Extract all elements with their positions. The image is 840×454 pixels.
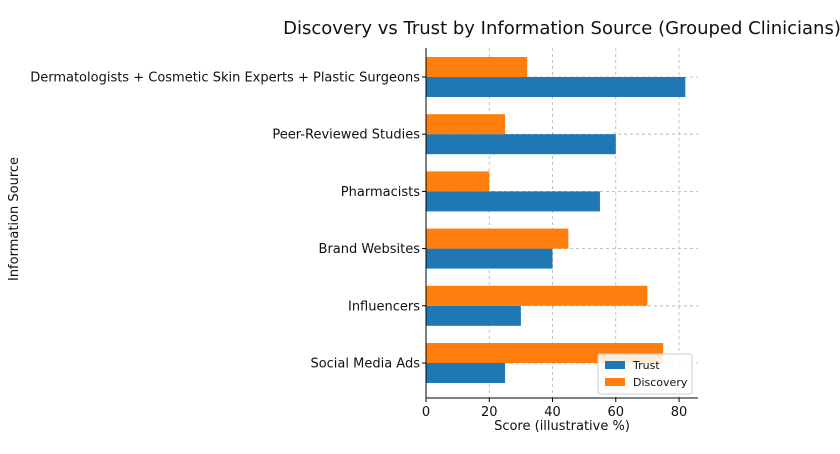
bar-trust (426, 134, 616, 155)
y-tick-label: Social Media Ads (310, 357, 420, 372)
x-tick-label: 80 (671, 405, 688, 420)
x-tick-label: 60 (607, 405, 624, 420)
y-tick-label: Brand Websites (319, 242, 421, 257)
bars (426, 57, 686, 383)
bar-trust (426, 363, 506, 383)
bar-discovery (426, 171, 490, 192)
x-axis-label: Score (illustrative %) (494, 419, 630, 434)
y-tick-label: Influencers (348, 299, 420, 314)
y-tick-label: Peer-Reviewed Studies (272, 128, 420, 143)
y-axis-label: Information Source (7, 157, 22, 281)
bar-trust (426, 248, 553, 269)
legend-label-discovery: Discovery (633, 376, 688, 389)
chart-title: Discovery vs Trust by Information Source… (283, 18, 840, 39)
bar-discovery (426, 285, 648, 306)
x-tick-label: 20 (481, 405, 498, 420)
x-tick-label: 40 (544, 405, 561, 420)
legend-label-trust: Trust (632, 359, 660, 372)
y-tick-label: Pharmacists (341, 185, 420, 200)
legend: Trust Discovery (597, 353, 693, 395)
ticks: 0 20 40 60 80 Dermatologists + Cosmetic Skin … (30, 71, 687, 421)
bar-discovery (426, 114, 506, 135)
bar-trust (426, 305, 521, 326)
axes (425, 48, 698, 399)
bar-discovery (426, 228, 569, 249)
y-tick-label: Dermatologists + Cosmetic Skin Experts +… (30, 71, 420, 86)
bar-discovery (426, 57, 528, 77)
bar-trust (426, 77, 686, 97)
x-tick-label: 0 (422, 405, 430, 420)
legend-swatch-discovery (605, 378, 625, 386)
legend-swatch-trust (605, 361, 625, 369)
bar-trust (426, 191, 600, 212)
